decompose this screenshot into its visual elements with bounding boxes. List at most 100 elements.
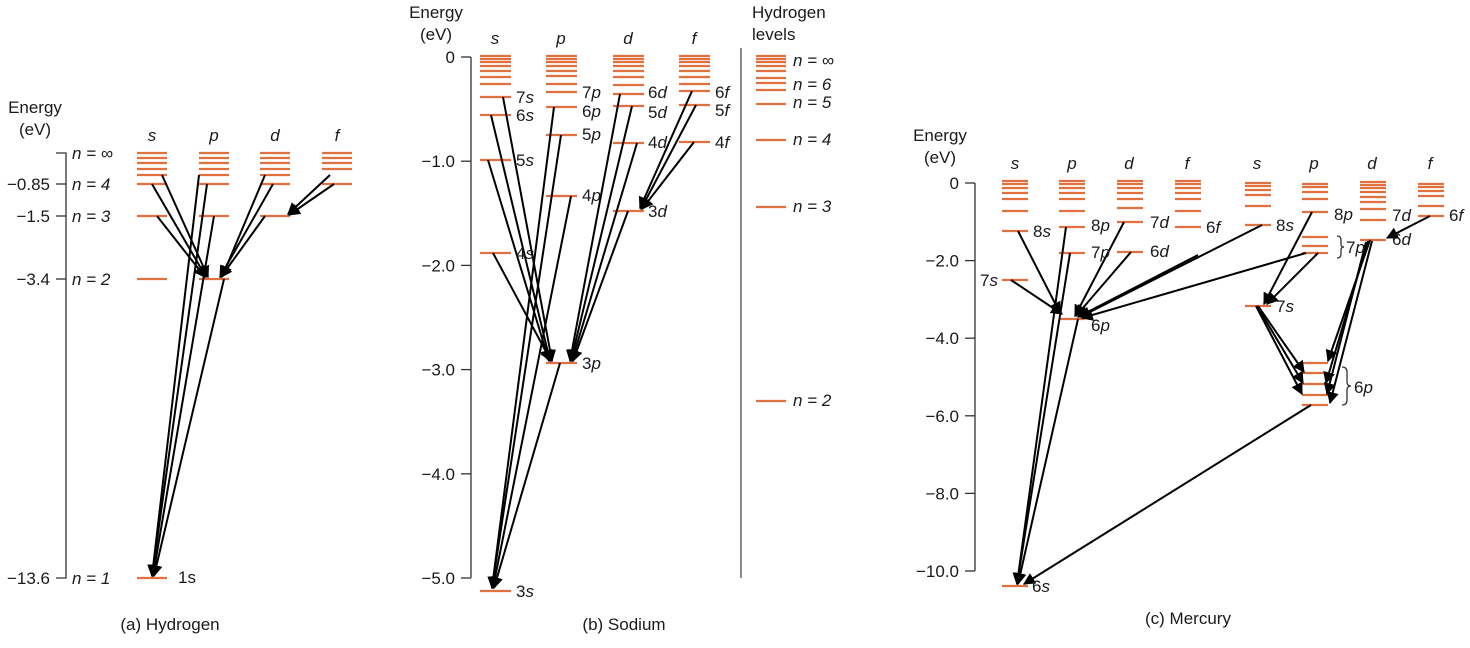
transition-arrow — [287, 174, 331, 215]
column-header-f: f — [692, 29, 699, 48]
state-label: 6p — [582, 102, 601, 121]
transition-arrow — [220, 215, 266, 278]
state-label: 6f — [1449, 206, 1465, 225]
state-label: 6s — [516, 106, 534, 125]
column-header-s: s — [148, 126, 157, 145]
tick-label: −13.6 — [7, 569, 50, 588]
transition-arrow — [1263, 211, 1313, 306]
hydrogen-reference-label: n = 6 — [793, 75, 832, 94]
state-label: 6d — [648, 83, 667, 102]
axis-title-line1: Energy — [913, 126, 967, 145]
tick-label: −5.0 — [421, 569, 455, 588]
state-label: 6p — [1091, 316, 1110, 335]
transition-arrow — [1074, 221, 1125, 318]
state-label: 5s — [516, 151, 534, 170]
bracket-7p — [1336, 235, 1345, 259]
tick-label: −10.0 — [916, 562, 959, 581]
panel-hydrogen: Energy (eV) −0.85 −1.5 −3.4 −13.6 n = ∞ … — [7, 98, 352, 634]
state-label: 8p — [1091, 216, 1110, 235]
transition-arrow — [1075, 251, 1132, 317]
state-label: 7s — [1276, 297, 1294, 316]
state-label: 3s — [516, 582, 534, 601]
state-label: 8s — [1033, 222, 1051, 241]
column-header-d-triplet: d — [1367, 154, 1377, 173]
transition-arrow — [1080, 252, 1307, 321]
state-label: 7d — [1392, 206, 1411, 225]
sodium-levels — [480, 54, 710, 593]
column-header-s-triplet: s — [1253, 154, 1262, 173]
transition-arrow — [1076, 254, 1199, 318]
n-label: n = ∞ — [72, 144, 113, 163]
mercury-state-labels: 8s 7s 8p 7p 6p 7d 6d 6f 8s 8p 7p 7d 6d 6f 7s 6p 6s — [980, 205, 1465, 596]
transition-arrow — [640, 104, 697, 211]
tick-label: −4.0 — [421, 465, 455, 484]
transition-arrow — [490, 114, 554, 363]
state-label: 6p — [1354, 378, 1373, 397]
hydrogen-reference-label: n = 4 — [793, 130, 831, 149]
sodium-transitions — [487, 90, 697, 590]
state-label: 4d — [648, 133, 667, 152]
hydrogen-transitions — [147, 174, 335, 578]
transition-arrow — [1012, 226, 1067, 586]
transition-arrow — [156, 215, 206, 278]
transition-arrow — [569, 142, 638, 363]
transition-arrow — [487, 159, 552, 363]
axis-title-line2: (eV) — [420, 25, 452, 44]
state-label: 6d — [1392, 230, 1411, 249]
transition-arrow — [1022, 404, 1312, 585]
tick-label: −4.0 — [925, 329, 959, 348]
transition-arrow — [1266, 252, 1319, 305]
n-label: n = 1 — [72, 569, 110, 588]
panel-sodium: Energy (eV) 0−1.0−2.0−3.0−4.0−5.0 s p d … — [409, 3, 834, 634]
state-label: 4p — [582, 186, 601, 205]
axis-title-line1: Energy — [409, 3, 463, 22]
state-label: 5f — [715, 101, 731, 120]
transition-arrow — [150, 278, 225, 578]
caption-mercury: (c) Mercury — [1145, 609, 1231, 628]
transition-arrow — [571, 210, 629, 363]
caption-sodium: (b) Sodium — [582, 615, 665, 634]
tick-label: −1.5 — [16, 207, 50, 226]
hydrogen-reference-labels: n = ∞ n = 6n = 5 n = 4 n = 3 n = 2 — [793, 51, 834, 410]
state-label: 7s — [516, 88, 534, 107]
axis-title-line2: (eV) — [924, 148, 956, 167]
hydrogen-levels-title-line2: levels — [752, 25, 795, 44]
tick-label: −3.4 — [16, 270, 50, 289]
state-label: 7p — [1346, 238, 1365, 257]
transition-arrow — [161, 174, 210, 279]
n-label: n = 3 — [72, 207, 111, 226]
transition-arrow — [151, 183, 207, 279]
tick-label: −6.0 — [925, 407, 959, 426]
hydrogen-reference-levels — [756, 54, 786, 403]
state-label: 8s — [1276, 216, 1294, 235]
panel-mercury: Energy (eV) 0 −2.0 −4.0 −6.0 −8.0 −10.0 s p d… — [913, 126, 1465, 628]
hydrogen-reference-label: n = 3 — [793, 197, 832, 216]
transition-arrow — [1010, 279, 1063, 315]
transition-arrow — [487, 106, 555, 590]
n-label: n = 2 — [72, 270, 111, 289]
state-label: 4f — [715, 133, 731, 152]
column-header-s: s — [1011, 154, 1020, 173]
column-header-f-triplet: f — [1428, 154, 1435, 173]
state-label: 7p — [1091, 243, 1110, 262]
transition-arrow — [1256, 305, 1304, 385]
tick-label: −1.0 — [421, 152, 455, 171]
transition-arrow — [148, 215, 215, 578]
hydrogen-levels-title-line1: Hydrogen — [752, 3, 826, 22]
transition-arrow — [487, 134, 562, 590]
hydrogen-reference-label: n = ∞ — [793, 51, 834, 70]
column-header-s: s — [491, 29, 500, 48]
column-header-d: d — [270, 126, 280, 145]
transition-arrow — [566, 93, 621, 363]
tick-label: −8.0 — [925, 484, 959, 503]
caption-hydrogen: (a) Hydrogen — [120, 615, 219, 634]
mercury-ticks: 0 −2.0 −4.0 −6.0 −8.0 −10.0 — [916, 174, 975, 581]
transition-arrow — [1078, 224, 1263, 318]
transition-arrow — [1014, 318, 1079, 586]
state-label: 4s — [516, 244, 534, 263]
n-label: n = 4 — [72, 175, 110, 194]
bracket-6p — [1341, 366, 1352, 406]
hydrogen-levels — [137, 151, 352, 580]
sodium-ticks: 0 −1.0 −2.0 −3.0 −4.0 −5.0 — [421, 48, 471, 588]
